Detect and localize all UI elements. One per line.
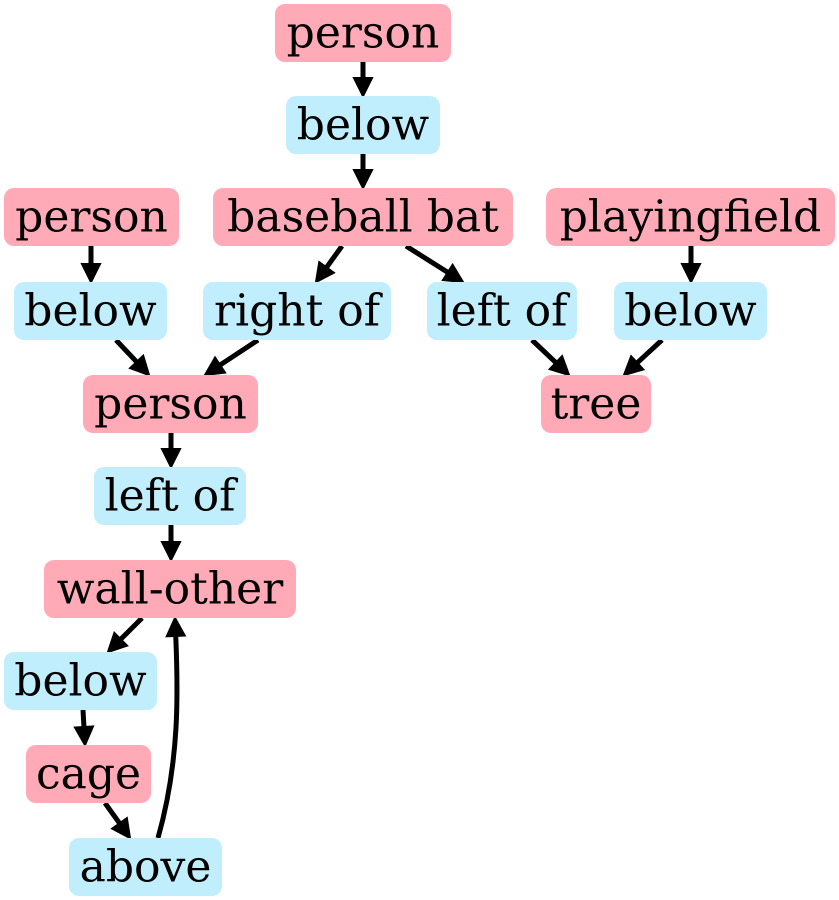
edge-n16-to-n13 [155,615,187,839]
arrowhead-icon [352,169,374,191]
edge-n12-to-n13 [160,525,182,563]
edge-n15-to-n16 [102,801,132,840]
node-box [26,745,151,803]
edge-line [155,635,180,839]
relation-node-n14: below [4,652,157,710]
node-box [69,838,222,896]
relation-node-n12: left of [94,467,246,525]
edge-n7-to-n10 [203,337,260,377]
relation-node-n7: right of [203,282,391,340]
node-box [546,188,835,246]
arrowhead-icon [547,354,571,377]
node-label: person [287,8,440,59]
node-label: below [297,100,430,151]
arrowhead-icon [203,355,227,377]
node-label: cage [36,749,141,800]
arrowhead-icon [160,448,182,470]
edge-n5-to-n9 [680,246,702,285]
node-label: above [80,842,212,893]
node-label: playingfield [560,192,822,243]
edge-n10-to-n12 [160,433,182,470]
node-box [614,282,767,340]
arrowhead-icon [80,263,102,285]
node-label: below [624,286,757,337]
edge-line [530,338,558,365]
edge-line [404,243,450,275]
node-box [14,282,167,340]
relation-node-n6: below [14,282,167,340]
arrowhead-icon [160,541,182,563]
arrowhead-icon [128,353,151,377]
edge-n8-to-n11 [530,338,571,377]
edge-line [102,801,122,825]
edge-n9-to-n11 [622,338,664,377]
arrowhead-icon [73,725,95,748]
node-box [213,188,513,246]
node-box [203,282,391,340]
object-node-n5: playingfield [546,188,835,246]
node-box [83,375,258,433]
edge-line [80,709,87,728]
relation-node-n9: below [614,282,767,340]
node-box [44,560,296,618]
node-box [4,652,157,710]
node-box [94,467,246,525]
node-box [4,188,179,246]
edge-n1-to-n2 [352,62,374,99]
edge-n14-to-n15 [73,709,95,748]
node-box [541,375,651,433]
arrowhead-icon [314,260,336,284]
arrowhead-icon [165,615,187,638]
arrowhead-icon [441,262,465,284]
relation-node-n8: left of [427,282,577,340]
relation-node-n2: below [286,96,440,154]
object-node-n15: cage [26,745,151,803]
node-label: person [94,379,247,430]
edge-line [324,244,345,269]
node-label: person [15,192,168,243]
edge-n6-to-n10 [114,338,151,377]
node-box [427,282,577,340]
arrowhead-icon [680,263,702,285]
arrowhead-icon [622,354,646,377]
node-label: below [14,656,147,707]
arrowhead-icon [110,816,132,840]
edges-layer [73,62,702,840]
edge-n13-to-n14 [106,616,144,654]
edge-line [114,338,139,364]
arrowhead-icon [106,631,129,654]
relation-node-n16: above [69,838,222,896]
edge-n4-to-n6 [80,246,102,285]
node-label: wall-other [57,564,284,615]
arrowhead-icon [352,77,374,99]
node-label: left of [437,286,571,337]
nodes-layer: person below baseball bat person playingfiel… [4,4,835,896]
node-box [286,96,440,154]
edge-line [118,616,144,642]
node-label: tree [551,379,642,430]
edge-line [218,337,260,368]
edge-n3-to-n7 [314,244,345,284]
edge-line [635,338,664,365]
object-node-n10: person [83,375,258,433]
object-node-n13: wall-other [44,560,296,618]
object-node-n3: baseball bat [213,188,513,246]
object-node-n1: person [275,4,451,62]
object-node-n4: person [4,188,179,246]
edge-n2-to-n3 [352,154,374,191]
node-label: baseball bat [227,192,499,243]
node-box [275,4,451,62]
node-label: right of [214,286,383,337]
object-node-n11: tree [541,375,651,433]
node-label: below [24,286,157,337]
node-label: left of [105,471,239,522]
edge-n3-to-n8 [404,243,465,284]
